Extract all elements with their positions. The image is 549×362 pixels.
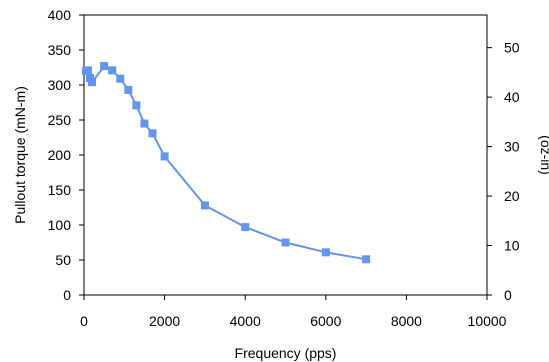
y-tick-label: 200 xyxy=(48,147,72,163)
x-tick-label: 6000 xyxy=(310,313,341,329)
y-tick-label: 250 xyxy=(48,112,72,128)
y2-tick-label: 40 xyxy=(504,89,520,105)
y2-tick-label: 0 xyxy=(504,287,512,303)
data-point-marker xyxy=(362,255,371,264)
x-tick-label: 4000 xyxy=(230,313,261,329)
y2-tick-label: 10 xyxy=(504,238,520,254)
data-point-marker xyxy=(160,152,169,161)
x-tick-label: 8000 xyxy=(391,313,422,329)
y-tick-label: 300 xyxy=(48,77,72,93)
plot-area xyxy=(83,14,488,296)
data-point-marker xyxy=(321,248,330,257)
data-point-marker xyxy=(140,119,149,128)
data-point-marker xyxy=(132,101,141,110)
data-point-marker xyxy=(124,85,133,94)
y2-tick-label: 50 xyxy=(504,40,520,56)
data-point-marker xyxy=(148,129,157,138)
y-axis-label-left: Pullout torque (mN-m) xyxy=(12,86,28,224)
data-point-marker xyxy=(108,66,117,75)
x-tick-label: 0 xyxy=(80,313,88,329)
x-tick-label: 10000 xyxy=(468,313,507,329)
y2-tick-label: 30 xyxy=(504,139,520,155)
y-tick-label: 400 xyxy=(48,7,72,23)
data-point-marker xyxy=(281,238,290,247)
y-tick-label: 50 xyxy=(55,252,71,268)
y-tick-label: 0 xyxy=(63,287,71,303)
axis-ticks xyxy=(79,14,492,300)
data-point-marker xyxy=(116,74,125,83)
x-axis-label: Frequency (pps) xyxy=(235,345,337,361)
x-tick-label: 2000 xyxy=(149,313,180,329)
data-point-marker xyxy=(84,66,93,75)
data-point-marker xyxy=(200,201,209,210)
y-tick-label: 100 xyxy=(48,217,72,233)
series-markers xyxy=(82,62,371,264)
y2-tick-label: 20 xyxy=(504,188,520,204)
tick-labels: 0 2000 4000 6000 8000 10000050100150200250300… xyxy=(48,7,520,329)
data-point-marker xyxy=(100,62,109,71)
y-axis-label-right: (oz-in) xyxy=(538,135,549,175)
data-point-marker xyxy=(86,74,95,82)
data-point-marker xyxy=(241,223,250,232)
data-point-marker xyxy=(88,78,97,87)
y-tick-label: 150 xyxy=(48,182,72,198)
y-tick-label: 350 xyxy=(48,42,72,58)
